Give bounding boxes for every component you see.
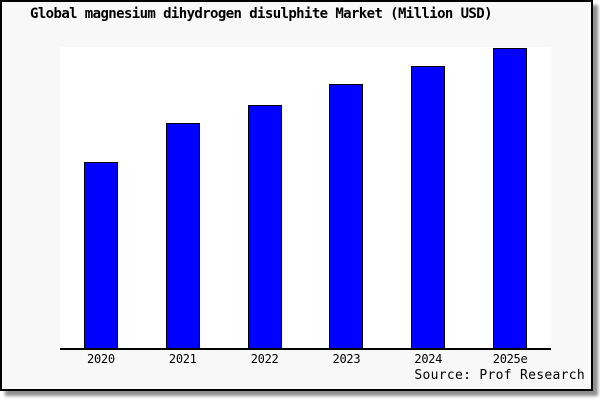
bar-2022 <box>248 105 282 348</box>
chart-frame: Global magnesium dihydrogen disulphite M… <box>0 0 593 391</box>
source-note: Source: Prof Research <box>414 368 585 383</box>
bar-2023 <box>329 84 363 348</box>
x-axis-tick-labels: 2020 2021 2022 2023 2024 2025e <box>60 352 551 368</box>
bar-2025e <box>493 48 527 348</box>
x-tick-label-2020: 2020 <box>87 352 115 366</box>
plot-area <box>60 47 551 350</box>
x-tick-label-2021: 2021 <box>168 352 197 366</box>
x-tick-label-2023: 2023 <box>332 352 361 366</box>
bar-2021 <box>166 123 200 348</box>
bar-2020 <box>84 162 118 348</box>
x-tick-label-2024: 2024 <box>414 352 443 366</box>
chart-title: Global magnesium dihydrogen disulphite M… <box>30 6 493 22</box>
x-tick-label-2022: 2022 <box>250 352 279 366</box>
bar-2024 <box>411 66 445 348</box>
x-tick-label-2025e: 2025e <box>492 352 528 366</box>
